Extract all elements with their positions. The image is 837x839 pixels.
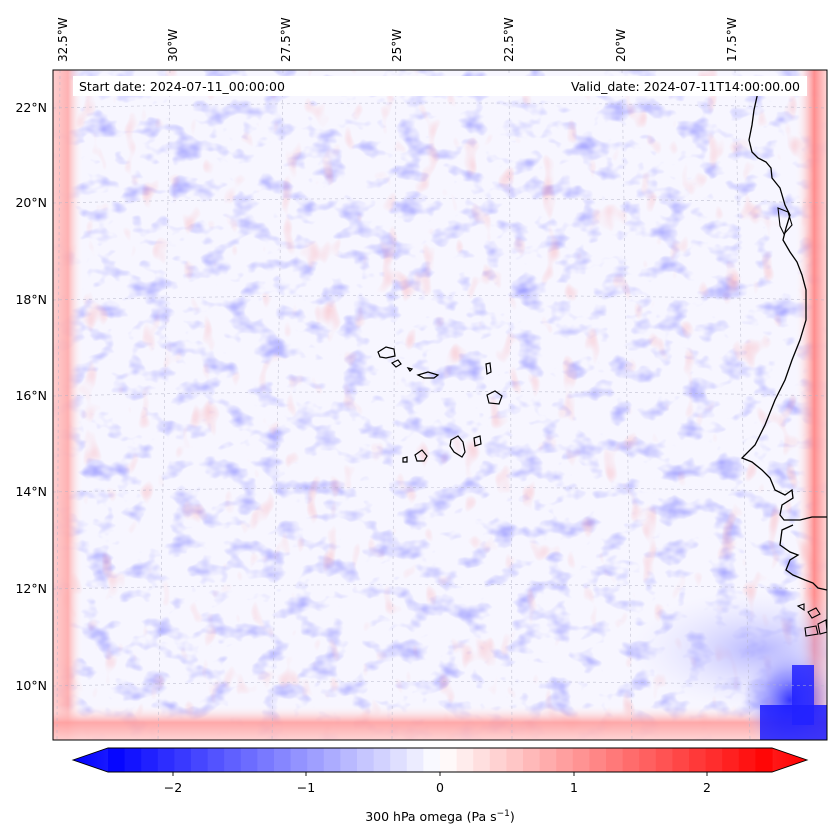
lat-label: 18°N xyxy=(15,292,47,307)
colorbar-band xyxy=(423,748,441,772)
island-boa-vista xyxy=(486,390,503,405)
colorbar-band xyxy=(523,748,541,772)
colorbar-label-exponent: −1 xyxy=(497,809,510,819)
colorbar-band xyxy=(738,748,756,772)
colorbar: −2 −1 0 1 2 300 hPa omega (Pa s−1) xyxy=(71,747,809,824)
latitude-labels: 22°N 20°N 18°N 16°N 14°N 12°N 10°N xyxy=(15,100,47,693)
lat-label: 14°N xyxy=(15,484,47,499)
start-date-label: Start date: 2024-07-11_00:00:00 xyxy=(79,79,285,94)
header-band xyxy=(73,76,807,96)
bottom-edge-band xyxy=(53,705,827,740)
colorbar-band xyxy=(340,748,358,772)
left-edge-band xyxy=(53,70,83,740)
cbar-tick-label: 0 xyxy=(436,780,444,795)
colorbar-band xyxy=(240,748,258,772)
colorbar-band xyxy=(108,748,126,772)
colorbar-band xyxy=(406,748,424,772)
colorbar-band xyxy=(290,748,308,772)
colorbar-band xyxy=(589,748,607,772)
colorbar-tick-labels: −2 −1 0 1 2 xyxy=(164,780,711,795)
coastline-bay xyxy=(777,207,793,235)
colorbar-band xyxy=(224,748,242,772)
colorbar-band xyxy=(191,748,209,772)
colorbar-band xyxy=(622,748,640,772)
lon-label: 22.5°W xyxy=(502,17,516,62)
colorbar-band xyxy=(440,748,458,772)
colorbar-ticks xyxy=(172,772,708,776)
lat-label: 22°N xyxy=(15,100,47,115)
island-brava xyxy=(402,456,408,463)
colorbar-band xyxy=(506,748,524,772)
island-fogo xyxy=(414,449,428,462)
longitude-labels: 32.5°W 30°W 27.5°W 25°W 22.5°W 20°W 17.5… xyxy=(56,17,739,62)
colorbar-band xyxy=(274,748,292,772)
colorbar-band xyxy=(639,748,657,772)
lon-label: 30°W xyxy=(166,29,180,62)
valid-date-label: Valid_date: 2024-07-11T14:00:00.00 xyxy=(571,79,800,94)
island-santa-luzia xyxy=(406,367,414,372)
cbar-tick-label: −2 xyxy=(164,780,182,795)
colorbar-band xyxy=(323,748,341,772)
colorbar-label-close: ) xyxy=(510,809,515,824)
colorbar-band xyxy=(556,748,574,772)
colorbar-band xyxy=(689,748,707,772)
colorbar-band xyxy=(705,748,723,772)
island-sal xyxy=(485,362,492,375)
coastline-islands-south xyxy=(796,603,827,637)
lat-label: 10°N xyxy=(15,678,47,693)
lon-label: 17.5°W xyxy=(725,17,739,62)
map-panel: Start date: 2024-07-11_00:00:00 Valid_da… xyxy=(53,70,827,740)
gridlines xyxy=(53,70,827,740)
colorbar-band xyxy=(722,748,740,772)
colorbar-outline xyxy=(71,747,809,773)
colorbar-band xyxy=(307,748,325,772)
colorbar-band xyxy=(655,748,673,772)
colorbar-band xyxy=(357,748,375,772)
africa-coastline xyxy=(740,91,827,591)
lat-label: 12°N xyxy=(15,581,47,596)
lon-label: 20°W xyxy=(614,29,628,62)
colorbar-band xyxy=(572,748,590,772)
colorbar-band xyxy=(174,748,192,772)
cbar-tick-label: −1 xyxy=(297,780,315,795)
colorbar-band xyxy=(473,748,491,772)
colorbar-band xyxy=(606,748,624,772)
colorbar-label-main: 300 hPa omega (Pa s xyxy=(365,809,496,824)
colorbar-band xyxy=(672,748,690,772)
lat-label: 16°N xyxy=(15,388,47,403)
colorbar-band xyxy=(390,748,408,772)
colorbar-band xyxy=(456,748,474,772)
colorbar-band xyxy=(157,748,175,772)
colorbar-bands xyxy=(108,748,773,772)
island-santo-antao xyxy=(377,346,396,359)
colorbar-label: 300 hPa omega (Pa s−1) xyxy=(365,809,515,824)
blue-area-strip xyxy=(792,665,814,725)
colorbar-band xyxy=(257,748,275,772)
cbar-tick-label: 2 xyxy=(703,780,711,795)
lat-label: 20°N xyxy=(15,195,47,210)
island-sao-vicente xyxy=(390,359,402,368)
colorbar-band xyxy=(207,748,225,772)
island-sao-nicolau xyxy=(416,371,440,379)
colorbar-band xyxy=(124,748,142,772)
colorbar-band xyxy=(755,748,773,772)
colorbar-band xyxy=(489,748,507,772)
map-frame xyxy=(52,69,828,741)
colorbar-band xyxy=(539,748,557,772)
cape-verde-islands xyxy=(377,346,503,463)
colorbar-band xyxy=(141,748,159,772)
colorbar-band xyxy=(373,748,391,772)
island-santiago xyxy=(449,435,466,458)
island-maio xyxy=(473,435,482,447)
cbar-tick-label: 1 xyxy=(570,780,578,795)
lon-label: 25°W xyxy=(390,29,404,62)
lon-label: 27.5°W xyxy=(279,17,293,62)
lon-label: 32.5°W xyxy=(56,17,70,62)
